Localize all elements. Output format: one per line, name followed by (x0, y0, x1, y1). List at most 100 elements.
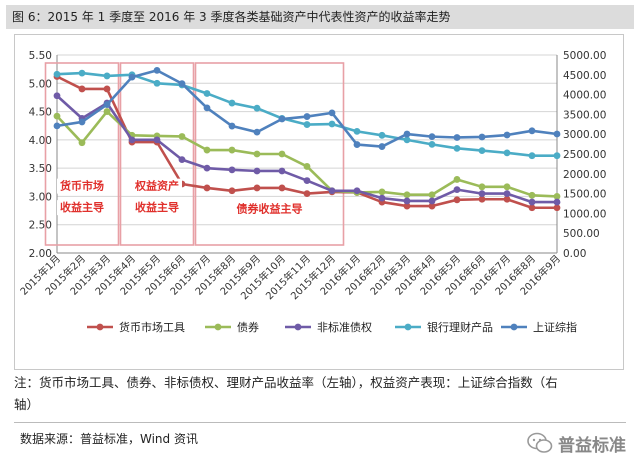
data-point (403, 197, 411, 205)
data-point (278, 150, 286, 158)
data-point (153, 79, 161, 87)
data-point (203, 164, 211, 172)
data-point (478, 190, 486, 198)
legend-label: 债券 (237, 320, 259, 334)
data-point (428, 191, 436, 199)
data-point (403, 130, 411, 138)
legend-label: 非标准债权 (317, 320, 372, 334)
phase-annotation: 货币市场 (59, 179, 104, 193)
data-point (528, 198, 536, 206)
data-point (353, 141, 361, 148)
data-point (103, 108, 111, 115)
data-point (553, 204, 561, 212)
data-point (553, 198, 561, 206)
data-point (153, 136, 161, 144)
yield-chart: 2.00 2.50 3.00 3.50 4.00 4.50 5.00 5.50 0.00 500.… (17, 50, 606, 334)
data-point (353, 187, 361, 195)
legend-marker (214, 323, 222, 331)
y-right-tick-label: 500.00 (563, 228, 600, 240)
data-point (403, 202, 411, 210)
y-right-tick-label: 4000.00 (563, 90, 606, 102)
note-line-1: 注：货币市场工具、债券、非标债权、理财产品收益率（左轴），权益资产表现：上证综合… (14, 375, 558, 390)
y-left-tick-label: 3.00 (29, 191, 52, 203)
data-point (103, 85, 111, 93)
data-point (328, 187, 336, 195)
y-right-tick-label: 0.00 (563, 248, 586, 260)
chart-container: 2.00 2.50 3.00 3.50 4.00 4.50 5.00 5.50 0.00 500.… (14, 34, 624, 370)
y-right-tick-label: 3500.00 (563, 109, 606, 121)
data-point (478, 183, 486, 191)
annotation-bg (233, 201, 306, 217)
annotation-bg (132, 178, 182, 194)
y-left-tick-label: 3.50 (29, 163, 52, 175)
divider (14, 422, 626, 423)
data-point (253, 184, 261, 192)
y-right-tick-label: 4500.00 (563, 70, 606, 82)
data-point (378, 143, 386, 150)
data-point (453, 196, 461, 204)
legend-marker (294, 323, 302, 331)
data-point (178, 156, 186, 164)
y-right-tick-label: 2500.00 (563, 149, 606, 161)
annotation-bg (57, 178, 107, 194)
data-point (528, 191, 536, 199)
data-point (228, 187, 236, 195)
data-point (453, 186, 461, 194)
data-point (528, 152, 536, 160)
phase-annotation: 权益资产 (134, 179, 179, 193)
data-point (253, 128, 261, 136)
data-point (428, 202, 436, 210)
data-point (278, 167, 286, 175)
data-point (428, 197, 436, 205)
y-left-tick-label: 2.50 (29, 220, 52, 232)
y-right-tick-label: 3000.00 (563, 129, 606, 141)
phase-annotation: 债券收益主导 (237, 201, 303, 215)
data-point (403, 136, 411, 144)
data-point (253, 104, 261, 112)
data-point (53, 122, 61, 130)
y-right-tick-label: 2000.00 (563, 169, 606, 181)
phase-annotation: 收益主导 (60, 200, 104, 214)
data-point (178, 80, 186, 88)
data-source: 数据来源：普益标准，Wind 资讯 (20, 432, 198, 446)
data-point (228, 122, 236, 130)
data-point (453, 176, 461, 183)
phase-box (194, 62, 345, 246)
legend-marker (404, 323, 412, 331)
data-point (503, 190, 511, 198)
phase-box (119, 62, 195, 246)
data-point (103, 101, 111, 108)
data-point (153, 66, 161, 74)
data-point (78, 139, 86, 147)
data-point (328, 109, 336, 117)
data-point (253, 167, 261, 175)
data-point (428, 133, 436, 141)
data-point (503, 183, 511, 191)
data-point (303, 121, 311, 128)
data-point (403, 191, 411, 199)
annotation-bg (132, 200, 182, 216)
data-point (78, 69, 86, 77)
y-right-tick-label: 5000.00 (563, 50, 606, 62)
data-point (128, 136, 136, 144)
legend-marker (96, 323, 104, 331)
data-point (78, 118, 86, 126)
data-point (478, 195, 486, 203)
legend-label: 上证综指 (533, 320, 577, 334)
data-point (303, 190, 311, 198)
y-left-tick-label: 5.00 (29, 78, 52, 90)
data-point (503, 149, 511, 157)
data-point (428, 140, 436, 148)
annotation-bg (57, 200, 107, 216)
y-right-tick-label: 1500.00 (563, 189, 606, 201)
y-left-tick-label: 2.00 (29, 248, 52, 260)
data-point (478, 133, 486, 141)
data-point (303, 177, 311, 184)
data-point (53, 70, 61, 78)
watermark: 普益标准 (527, 430, 626, 456)
y-left-tick-label: 4.00 (29, 135, 52, 147)
data-point (478, 147, 486, 155)
data-point (203, 146, 211, 154)
wechat-icon (527, 432, 553, 453)
data-point (453, 144, 461, 152)
